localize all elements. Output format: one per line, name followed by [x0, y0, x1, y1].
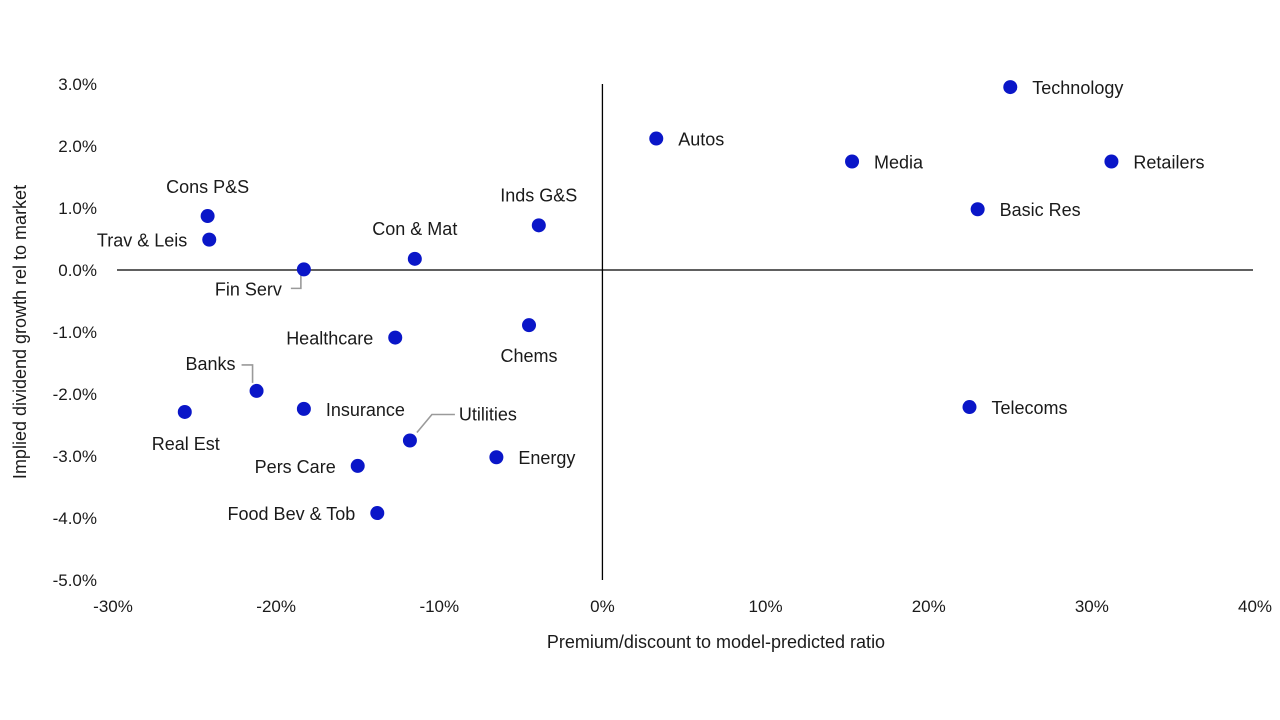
x-tick-label: 40% [1238, 597, 1272, 616]
y-tick-label: -5.0% [53, 571, 97, 590]
y-axis-title: Implied dividend growth rel to market [10, 185, 30, 479]
point-food-bev-and-tob [370, 506, 385, 521]
point-banks [249, 383, 264, 398]
point-labels: Technology Autos Media Retailers Basic Res In… [97, 78, 1205, 524]
x-tick-label: 30% [1075, 597, 1109, 616]
point-technology [1003, 80, 1018, 95]
label-utilities: Utilities [459, 405, 517, 425]
x-tick-label: 10% [749, 597, 783, 616]
point-autos [649, 131, 664, 146]
label-retailers: Retailers [1133, 153, 1204, 173]
leader-line-utilities [416, 413, 455, 434]
point-energy [489, 450, 504, 465]
x-axis-title: Premium/discount to model-predicted rati… [547, 632, 885, 652]
label-real-est: Real Est [152, 434, 220, 454]
label-con-and-mat: Con & Mat [372, 219, 457, 239]
y-tick-label: 3.0% [58, 75, 97, 94]
label-technology: Technology [1032, 78, 1123, 98]
y-tick-label: 2.0% [58, 137, 97, 156]
point-utilities [402, 433, 417, 448]
leader-line-fin-serv [290, 273, 302, 290]
y-tick-label: 0.0% [58, 261, 97, 280]
point-basic-res [970, 202, 985, 217]
label-basic-res: Basic Res [1000, 200, 1081, 220]
point-insurance [296, 401, 311, 416]
label-cons-pands: Cons P&S [166, 177, 249, 197]
point-cons-pands [200, 209, 215, 224]
point-trav-and-leis [202, 232, 217, 247]
leader-line-banks [241, 364, 254, 383]
point-real-est [177, 404, 192, 419]
label-autos: Autos [678, 130, 724, 150]
label-energy: Energy [518, 448, 575, 468]
label-fin-serv: Fin Serv [215, 279, 282, 299]
label-inds-gands: Inds G&S [500, 185, 577, 205]
label-trav-and-leis: Trav & Leis [97, 231, 187, 251]
label-food-bev-and-tob: Food Bev & Tob [228, 504, 356, 524]
y-tick-label: 1.0% [58, 199, 97, 218]
tick-labels: -30% -20% -10% 0% 10% 20% 30% 40% 3.0% 2.0% 1.0% 0.… [53, 75, 1272, 616]
label-media: Media [874, 153, 924, 173]
leader-lines [241, 273, 455, 434]
point-chems [522, 318, 537, 333]
point-media [845, 154, 860, 169]
x-tick-label: -20% [256, 597, 296, 616]
x-tick-label: 20% [912, 597, 946, 616]
y-tick-label: -2.0% [53, 385, 97, 404]
label-insurance: Insurance [326, 400, 405, 420]
y-tick-label: -3.0% [53, 447, 97, 466]
label-banks: Banks [186, 354, 236, 374]
point-fin-serv [296, 262, 311, 277]
x-tick-label: -10% [419, 597, 459, 616]
point-con-and-mat [407, 251, 422, 266]
y-tick-label: -1.0% [53, 323, 97, 342]
y-tick-label: -4.0% [53, 509, 97, 528]
data-points [177, 80, 1119, 521]
point-telecoms [962, 400, 977, 415]
point-healthcare [388, 330, 403, 345]
point-retailers [1104, 154, 1119, 169]
label-healthcare: Healthcare [286, 329, 373, 349]
label-chems: Chems [501, 346, 558, 366]
x-tick-label: -30% [93, 597, 133, 616]
point-pers-care [350, 458, 365, 473]
label-pers-care: Pers Care [255, 457, 336, 477]
label-telecoms: Telecoms [992, 398, 1068, 418]
x-tick-label: 0% [590, 597, 615, 616]
point-inds-gands [531, 218, 546, 233]
